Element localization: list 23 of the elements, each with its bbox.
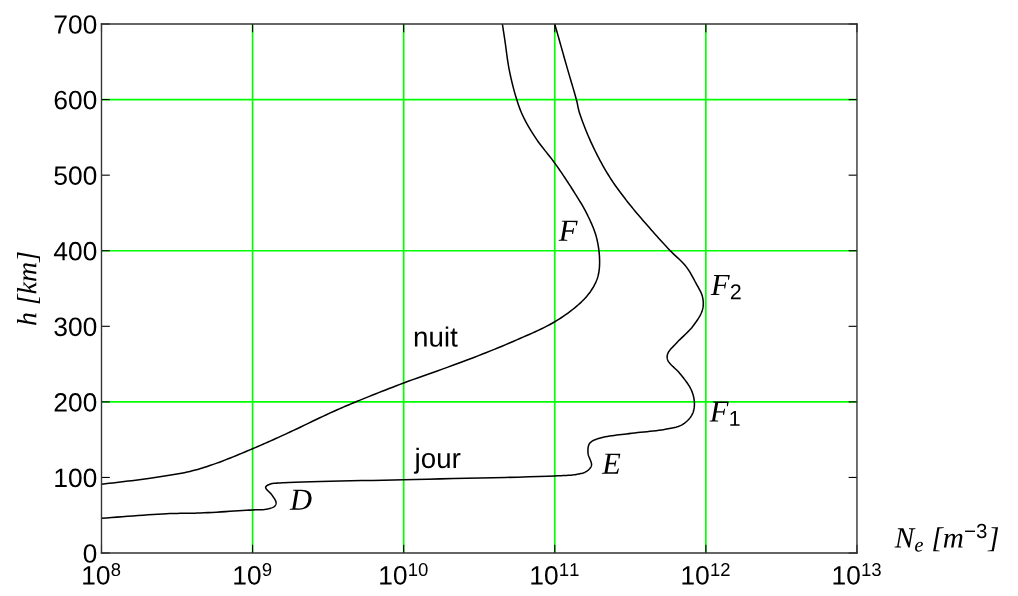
x-tick-label: 10$^{13}$ (833, 563, 881, 585)
annotation: jour (413, 447, 461, 474)
annotation: F$_{1}$ (709, 401, 740, 426)
annotation: D (289, 489, 312, 510)
y-tick-label: 0 (83, 544, 97, 563)
annotation: E (601, 453, 621, 474)
y-tick-label: 200 (54, 393, 97, 412)
annotation: nuit (414, 326, 458, 347)
x-tick-label: 10$^{10}$ (380, 563, 428, 585)
y-tick-label: 700 (54, 15, 97, 34)
x-axis-title: N$_{e}$ [m$^{−3}$] (894, 523, 999, 552)
annotation: F (558, 220, 578, 241)
x-tick-label: 10$^{11}$ (531, 563, 579, 585)
y-tick-label: 600 (54, 90, 97, 110)
x-tick-label: 10$^{8}$ (83, 563, 121, 585)
y-tick-label: 100 (55, 468, 97, 488)
y-tick-label: 300 (54, 317, 97, 337)
x-tick-label: 10$^{9}$ (234, 563, 272, 585)
y-tick-label: 500 (54, 166, 97, 185)
annotation: F$_{2}$ (710, 274, 741, 300)
y-axis-title: h [km] (17, 252, 40, 325)
y-tick-label: 400 (53, 241, 97, 261)
x-tick-label: 10$^{12}$ (682, 563, 730, 585)
